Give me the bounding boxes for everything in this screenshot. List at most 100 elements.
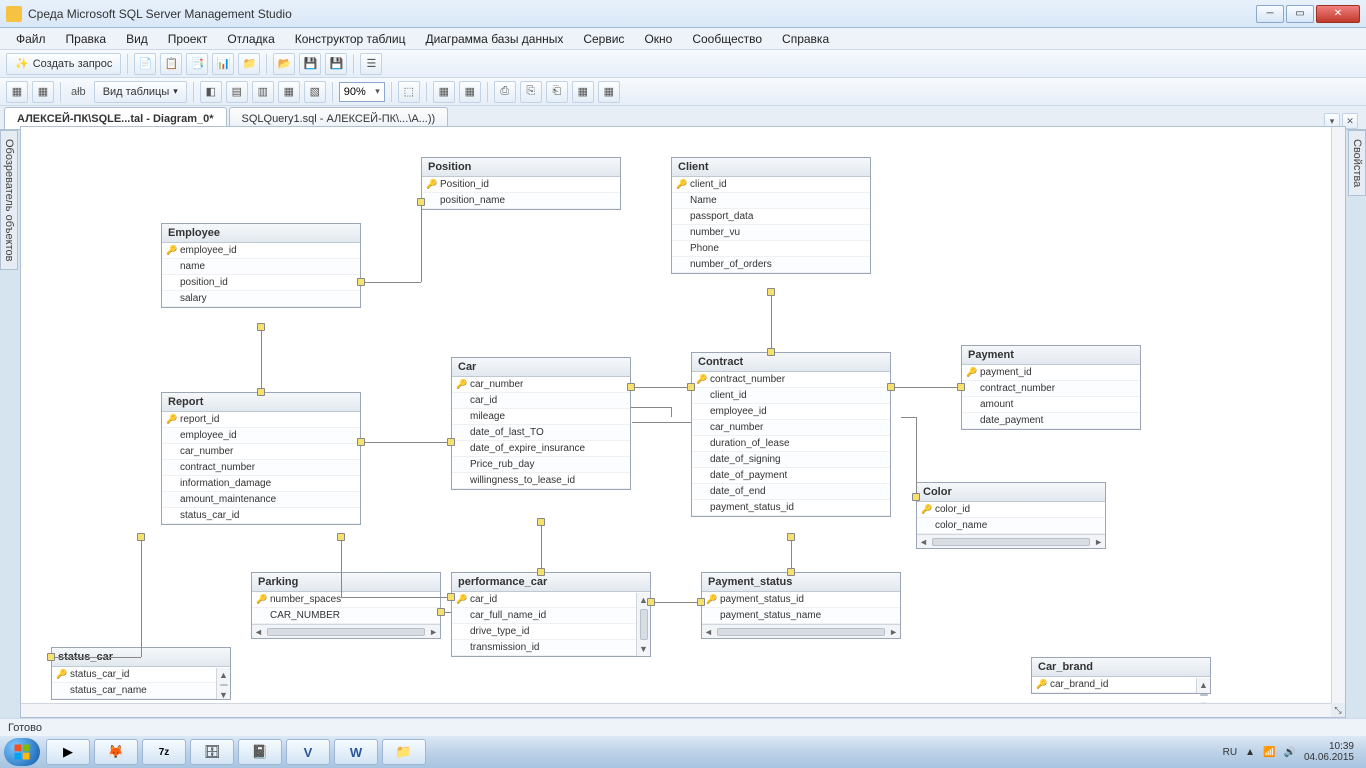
db-column[interactable]: 🔑client_id xyxy=(672,177,870,193)
db-column[interactable]: passport_data xyxy=(672,209,870,225)
db-column[interactable]: car_number xyxy=(692,420,890,436)
db-table-payment_status[interactable]: Payment_status🔑payment_status_idpayment_… xyxy=(701,572,901,639)
db-column[interactable]: status_car_id xyxy=(162,508,360,524)
maximize-button[interactable]: ▭ xyxy=(1286,5,1314,23)
task-word-icon[interactable]: W xyxy=(334,739,378,765)
tb-icon-4[interactable]: 📊 xyxy=(212,53,234,75)
tb-d3[interactable]: ▥ xyxy=(252,81,274,103)
db-column[interactable]: CAR_NUMBER xyxy=(252,608,440,624)
db-column[interactable]: status_car_name xyxy=(52,683,216,699)
tb-d7[interactable]: ▦ xyxy=(433,81,455,103)
menu-вид[interactable]: Вид xyxy=(118,30,156,48)
db-column[interactable]: car_full_name_id xyxy=(452,608,636,624)
db-table-car[interactable]: Car🔑car_numbercar_idmileagedate_of_last_… xyxy=(451,357,631,490)
db-column[interactable]: name xyxy=(162,259,360,275)
menu-отладка[interactable]: Отладка xyxy=(219,30,282,48)
db-column[interactable]: information_damage xyxy=(162,476,360,492)
db-column[interactable]: salary xyxy=(162,291,360,307)
db-column[interactable]: date_of_expire_insurance xyxy=(452,441,630,457)
system-tray[interactable]: RU ▲ 📶 🔊 10:39 04.06.2015 xyxy=(1215,741,1362,763)
tb-d12[interactable]: ▦ xyxy=(572,81,594,103)
db-column[interactable]: 🔑car_id xyxy=(452,592,636,608)
task-visio-icon[interactable]: V xyxy=(286,739,330,765)
db-column[interactable]: employee_id xyxy=(692,404,890,420)
task-media-icon[interactable]: ▶ xyxy=(46,739,90,765)
menu-проект[interactable]: Проект xyxy=(160,30,216,48)
tray-network-icon[interactable]: 📶 xyxy=(1263,747,1275,758)
db-table-header[interactable]: performance_car xyxy=(452,573,650,592)
db-column[interactable]: 🔑car_number xyxy=(452,377,630,393)
db-column[interactable]: car_number xyxy=(162,444,360,460)
db-table-header[interactable]: Payment xyxy=(962,346,1140,365)
db-table-header[interactable]: Employee xyxy=(162,224,360,243)
db-table-header[interactable]: Position xyxy=(422,158,620,177)
view-tables-button[interactable]: Вид таблицы ▾ xyxy=(94,81,187,103)
tb-newtable-icon[interactable]: ▦ xyxy=(32,81,54,103)
menu-диаграмма базы данных[interactable]: Диаграмма базы данных xyxy=(417,30,571,48)
db-column[interactable]: date_of_end xyxy=(692,484,890,500)
tb-save-icon[interactable]: 💾 xyxy=(299,53,321,75)
table-hscroll[interactable]: ◄► xyxy=(917,534,1105,548)
db-column[interactable]: number_of_orders xyxy=(672,257,870,273)
db-column[interactable]: number_vu xyxy=(672,225,870,241)
db-column[interactable]: payment_status_id xyxy=(692,500,890,516)
tb-saveall-icon[interactable]: 💾 xyxy=(325,53,347,75)
db-column[interactable]: 🔑payment_id xyxy=(962,365,1140,381)
menu-конструктор таблиц[interactable]: Конструктор таблиц xyxy=(287,30,414,48)
db-column[interactable]: transmission_id xyxy=(452,640,636,656)
db-column[interactable]: date_payment xyxy=(962,413,1140,429)
zoom-combo[interactable]: 90% xyxy=(339,82,385,102)
db-table-header[interactable]: Color xyxy=(917,483,1105,502)
task-explorer-icon[interactable]: 📁 xyxy=(382,739,426,765)
db-column[interactable]: duration_of_lease xyxy=(692,436,890,452)
tb-d9[interactable]: ⎙ xyxy=(494,81,516,103)
object-explorer-tab[interactable]: Обозреватель объектов xyxy=(0,130,18,270)
db-column[interactable]: car_id xyxy=(452,393,630,409)
db-table-client[interactable]: Client🔑client_idNamepassport_datanumber_… xyxy=(671,157,871,274)
tb-icon-5[interactable]: 📁 xyxy=(238,53,260,75)
table-hscroll[interactable]: ◄► xyxy=(702,624,900,638)
tb-d4[interactable]: ▦ xyxy=(278,81,300,103)
menu-файл[interactable]: Файл xyxy=(8,30,54,48)
db-column[interactable]: 🔑contract_number xyxy=(692,372,890,388)
db-column[interactable]: Price_rub_day xyxy=(452,457,630,473)
diagram-canvas[interactable]: Position🔑Position_idposition_nameEmploye… xyxy=(21,127,1345,717)
tb-d1[interactable]: ◧ xyxy=(200,81,222,103)
tb-d13[interactable]: ▦ xyxy=(598,81,620,103)
start-button[interactable] xyxy=(4,738,40,766)
db-column[interactable]: 🔑status_car_id xyxy=(52,667,216,683)
db-column[interactable]: mileage xyxy=(452,409,630,425)
db-column[interactable]: date_of_signing xyxy=(692,452,890,468)
task-7z-icon[interactable]: 7z xyxy=(142,739,186,765)
menu-окно[interactable]: Окно xyxy=(636,30,680,48)
table-hscroll[interactable]: ◄► xyxy=(252,624,440,638)
db-table-performance_car[interactable]: performance_car🔑car_idcar_full_name_iddr… xyxy=(451,572,651,657)
properties-tab[interactable]: Свойства xyxy=(1348,130,1366,196)
db-table-contract[interactable]: Contract🔑contract_numberclient_idemploye… xyxy=(691,352,891,517)
db-column[interactable]: 🔑color_id xyxy=(917,502,1105,518)
tb-d6[interactable]: ⬚ xyxy=(398,81,420,103)
tb-d5[interactable]: ▧ xyxy=(304,81,326,103)
db-column[interactable]: contract_number xyxy=(962,381,1140,397)
menu-сообщество[interactable]: Сообщество xyxy=(684,30,770,48)
db-column[interactable]: 🔑number_spaces xyxy=(252,592,440,608)
tb-list-icon[interactable]: ☰ xyxy=(360,53,382,75)
task-notes-icon[interactable]: 📓 xyxy=(238,739,282,765)
tb-d2[interactable]: ▤ xyxy=(226,81,248,103)
db-column[interactable]: 🔑Position_id xyxy=(422,177,620,193)
new-query-button[interactable]: ✨ Создать запрос xyxy=(6,53,121,75)
db-column[interactable]: Name xyxy=(672,193,870,209)
db-table-header[interactable]: Parking xyxy=(252,573,440,592)
tray-volume-icon[interactable]: 🔊 xyxy=(1283,747,1295,758)
db-table-payment[interactable]: Payment🔑payment_idcontract_numberamountd… xyxy=(961,345,1141,430)
tb-d10[interactable]: ⎘ xyxy=(520,81,542,103)
db-column[interactable]: Phone xyxy=(672,241,870,257)
db-column[interactable]: drive_type_id xyxy=(452,624,636,640)
db-column[interactable]: 🔑car_brand_id xyxy=(1032,677,1196,693)
menu-правка[interactable]: Правка xyxy=(58,30,115,48)
db-column[interactable]: 🔑payment_status_id xyxy=(702,592,900,608)
tb-icon-1[interactable]: 📄 xyxy=(134,53,156,75)
db-column[interactable]: 🔑report_id xyxy=(162,412,360,428)
tray-clock[interactable]: 10:39 04.06.2015 xyxy=(1304,741,1354,763)
db-table-header[interactable]: Car xyxy=(452,358,630,377)
